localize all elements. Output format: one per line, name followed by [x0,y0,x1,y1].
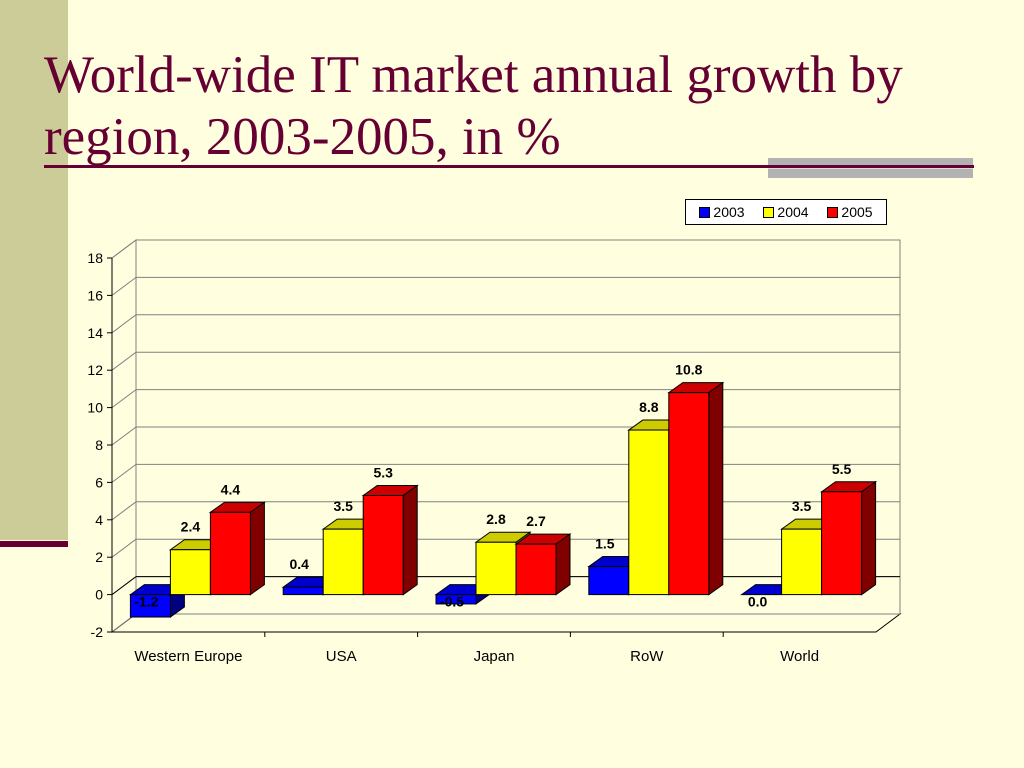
data-label: 0.4 [289,556,309,572]
bar-2005-side [861,480,877,596]
bar-2005 [362,494,404,596]
gridline-side [111,351,137,371]
data-label: 2.8 [486,511,506,527]
data-label: 3.5 [792,498,812,514]
data-label: -0.5 [440,594,464,610]
bar-2005 [209,511,251,596]
legend-item-2005: 2005 [827,204,873,220]
data-label: 2.7 [526,513,546,529]
bar-2005-side [249,501,265,596]
x-tick-label: World [780,648,819,665]
gridline-side [111,538,137,558]
bar-2004 [628,429,670,596]
data-label: 4.4 [221,481,241,497]
gridline-side [111,501,137,521]
bar-2005-side [708,381,724,596]
x-tick-label: USA [326,648,357,665]
data-label: 5.3 [373,464,393,480]
gridline-side [111,314,137,334]
y-tick-label: 6 [95,474,103,490]
bar-2004 [781,528,823,596]
gridline-side [111,239,137,259]
legend-swatch-2004 [763,206,775,218]
chart-legend: 2003 2004 2005 [685,199,887,225]
bar-2005 [515,543,557,596]
y-tick-label: 12 [87,362,103,378]
bar-2003 [588,566,630,596]
legend-label-2005: 2005 [841,204,873,220]
x-tick-label: Japan [474,648,515,665]
y-tick-label: 18 [87,250,103,266]
y-tick-label: 10 [87,400,103,416]
legend-label-2004: 2004 [777,204,809,220]
data-label: 8.8 [639,399,659,415]
legend-swatch-2003 [699,206,711,218]
data-label: 10.8 [675,362,702,378]
bar-2005-side [555,533,571,596]
x-tick-label: Western Europe [134,648,242,665]
gridline-side [111,426,137,446]
data-label: 1.5 [595,536,615,552]
legend-swatch-2005 [827,206,839,218]
y-tick-label: 8 [95,437,103,453]
y-tick-label: 16 [87,287,103,303]
title-underline [44,165,974,168]
y-tick-label: 2 [95,549,103,565]
legend-label-2003: 2003 [713,204,745,220]
y-tick-label: -2 [91,624,104,640]
data-label: 2.4 [181,519,201,535]
plot-floor [110,613,902,633]
gridline-side [111,276,137,296]
zero-line-side [111,576,137,595]
y-tick-label: 14 [87,325,103,341]
bar-2003 [129,594,171,618]
bar-2004 [475,541,517,596]
x-tick-label: RoW [630,648,664,665]
bar-2005 [668,392,710,596]
data-label: 3.5 [333,498,353,514]
gridline-side [111,463,137,483]
bar-2003 [282,586,324,596]
side-rule [0,541,68,547]
slide-title: World-wide IT market annual growth by re… [44,46,903,166]
bar-2004 [169,549,211,596]
gridline-side [111,389,137,409]
bar-2005 [821,491,863,596]
legend-item-2004: 2004 [763,204,809,220]
side-band [0,0,68,540]
data-label: -1.2 [134,594,158,610]
bar-2005-side [402,484,418,596]
bar-2003 [435,594,477,605]
bar-2004 [322,528,364,596]
legend-item-2003: 2003 [699,204,745,220]
y-tick-label: 4 [95,512,103,528]
y-tick-label: 0 [95,587,103,603]
data-label: 0.0 [748,594,768,610]
data-label: 5.5 [832,461,852,477]
